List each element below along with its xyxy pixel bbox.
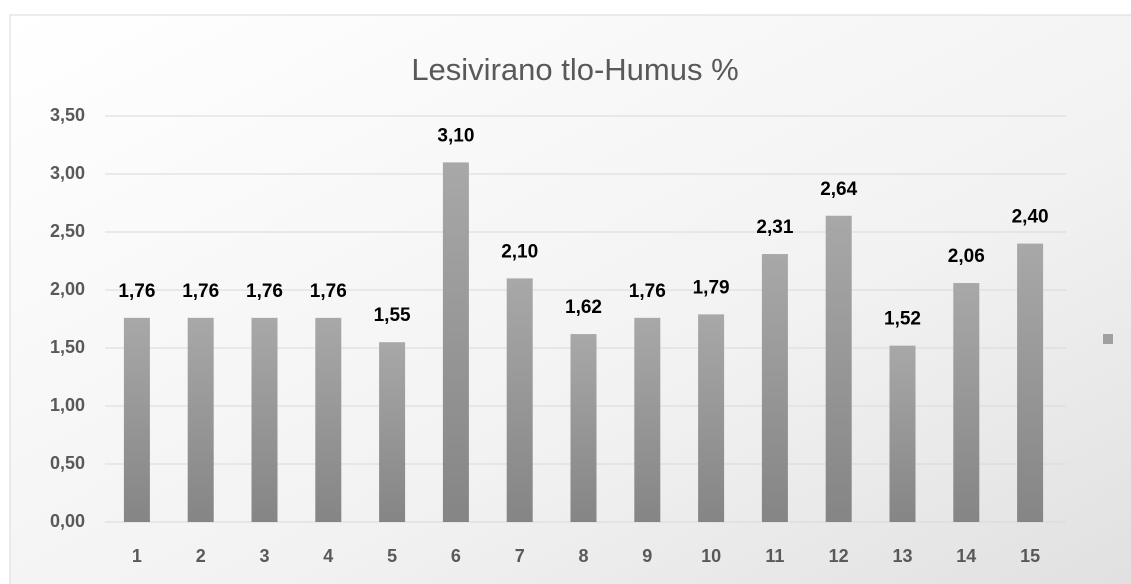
- bar: [506, 278, 533, 522]
- x-tick-label: 11: [765, 546, 784, 566]
- y-tick-label: 0,50: [50, 453, 85, 473]
- bar: [953, 283, 980, 522]
- x-tick-label: 13: [892, 546, 912, 566]
- x-tick-label: 4: [323, 546, 333, 566]
- data-label: 1,76: [118, 281, 155, 302]
- bar: [123, 317, 150, 522]
- x-tick-label: 7: [515, 546, 525, 566]
- bar: [379, 342, 406, 522]
- bar: [442, 162, 469, 522]
- y-tick-label: 3,00: [50, 163, 85, 183]
- bar: [315, 317, 342, 522]
- x-tick-label: 2: [196, 546, 206, 566]
- x-tick-label: 14: [956, 546, 976, 566]
- data-label: 2,40: [1012, 207, 1049, 228]
- data-label: 1,52: [884, 309, 921, 330]
- bar: [251, 317, 278, 522]
- bar: [698, 314, 725, 522]
- bar: [889, 345, 916, 522]
- data-label: 1,76: [182, 281, 219, 302]
- x-tick-label: 12: [829, 546, 849, 566]
- data-label: 2,06: [948, 246, 985, 267]
- y-tick-label: 1,50: [50, 337, 85, 357]
- x-tick-label: 5: [387, 546, 397, 566]
- bar: [825, 215, 852, 522]
- data-label: 1,79: [693, 277, 730, 298]
- bar: [1017, 243, 1044, 522]
- data-label: 1,76: [629, 281, 666, 302]
- bar: [570, 334, 597, 522]
- x-tick-label: 15: [1020, 546, 1040, 566]
- y-tick-label: 0,00: [50, 511, 85, 531]
- chart-title: Lesivirano tlo-Humus %: [411, 52, 738, 87]
- x-tick-label: 1: [132, 546, 142, 566]
- y-tick-label: 2,50: [50, 221, 85, 241]
- x-tick-label: 3: [259, 546, 269, 566]
- bar: [634, 317, 661, 522]
- data-label: 3,10: [437, 125, 474, 146]
- data-label: 1,76: [246, 281, 283, 302]
- data-label: 1,76: [310, 281, 347, 302]
- data-label: 2,10: [501, 241, 538, 262]
- x-tick-label: 10: [701, 546, 721, 566]
- x-tick-label: 6: [451, 546, 461, 566]
- data-label: 2,31: [756, 217, 793, 238]
- x-tick-label: 9: [642, 546, 652, 566]
- y-tick-label: 1,00: [50, 395, 85, 415]
- bar: [187, 317, 214, 522]
- legend-marker: [1103, 334, 1113, 344]
- bar: [761, 254, 788, 523]
- y-tick-label: 2,00: [50, 279, 85, 299]
- data-label: 1,55: [374, 305, 411, 326]
- y-tick-label: 3,50: [50, 105, 85, 125]
- data-label: 1,62: [565, 297, 602, 318]
- x-tick-label: 8: [578, 546, 588, 566]
- data-label: 2,64: [820, 179, 857, 200]
